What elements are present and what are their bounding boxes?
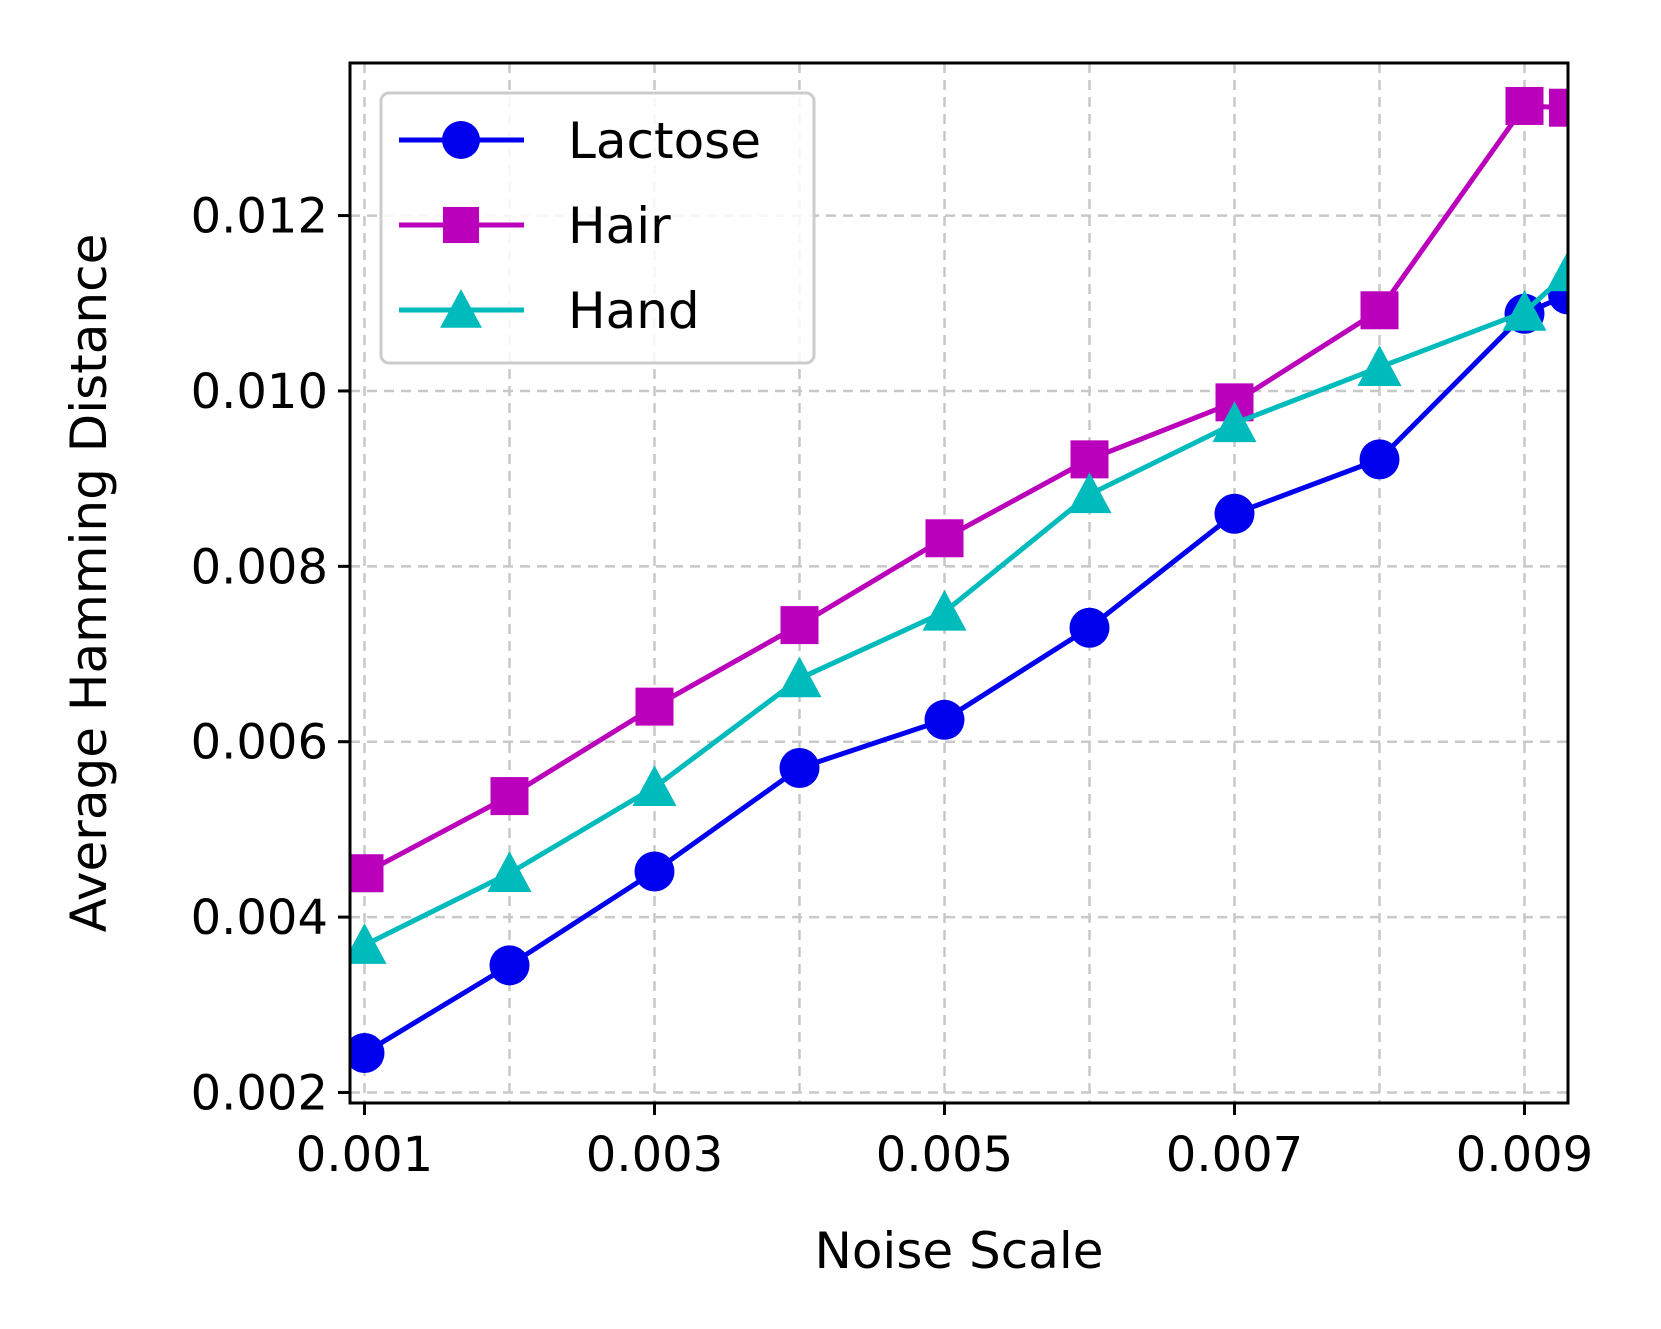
data-point-hand-8 [1502,290,1547,331]
data-point-hair-0 [350,854,384,893]
data-point-lactose-7 [1359,439,1400,480]
data-point-hand-3 [777,656,822,698]
data-point-lactose-6 [1214,493,1255,534]
data-point-lactose-0 [350,1033,385,1074]
series-line-hair [363,103,1568,876]
legend-label-hair: Hair [568,197,671,255]
data-point-hair-9 [1549,88,1568,127]
x-tick-label-4: 0.009 [1456,1127,1593,1183]
legend-label-hand: Hand [568,282,700,340]
x-tick-label-0: 0.001 [296,1127,433,1183]
legend-box [379,91,816,365]
series-layer [350,86,1568,1074]
data-point-hair-5 [1070,440,1109,479]
data-point-hair-3 [780,606,819,645]
x-tick-label-1: 0.003 [586,1127,723,1183]
series-line-lactose [363,292,1568,1056]
y-tick-label-4: 0.010 [191,364,328,420]
data-point-hand-6 [1212,401,1257,443]
legend-marker-lactose [442,121,480,159]
data-point-hair-8 [1505,86,1544,125]
legend-marker-hair [442,206,480,244]
y-tick-label-1: 0.004 [191,890,328,946]
x-tick-label-3: 0.007 [1166,1127,1303,1183]
data-point-hair-7 [1360,291,1399,330]
data-point-hair-4 [925,519,964,558]
legend-label-lactose: Lactose [568,112,761,170]
data-point-hand-2 [632,765,677,807]
legend: Lactose Hair Hand [379,91,816,365]
data-point-lactose-2 [634,851,675,892]
data-point-hand-7 [1357,345,1402,386]
y-axis-label: Average Hamming Distance [60,234,118,933]
data-point-hair-1 [490,777,529,816]
data-point-lactose-1 [489,945,530,986]
data-point-hair-2 [635,687,674,726]
y-tick-label-5: 0.012 [191,189,328,245]
data-point-lactose-4 [924,699,965,740]
data-point-hand-4 [922,589,967,631]
y-tick-label-2: 0.006 [191,715,328,771]
data-point-hand-5 [1067,472,1112,514]
plot-frame [348,61,1570,1105]
data-point-lactose-5 [1069,607,1110,648]
axis-ticks: 0.002 0.004 0.006 0.008 0.010 0.012 0.001 0.003… [191,189,1594,1183]
y-tick-label-3: 0.008 [191,539,328,595]
series-line-hand [363,270,1568,948]
legend-marker-hand [440,289,482,328]
x-tick-label-2: 0.005 [876,1127,1013,1183]
data-point-lactose-3 [779,748,820,789]
y-tick-label-0: 0.002 [191,1065,328,1121]
data-point-hand-9 [1546,250,1568,292]
x-axis-label: Noise Scale [814,1222,1103,1280]
data-point-hand-0 [350,923,387,964]
data-point-hand-1 [487,851,532,892]
